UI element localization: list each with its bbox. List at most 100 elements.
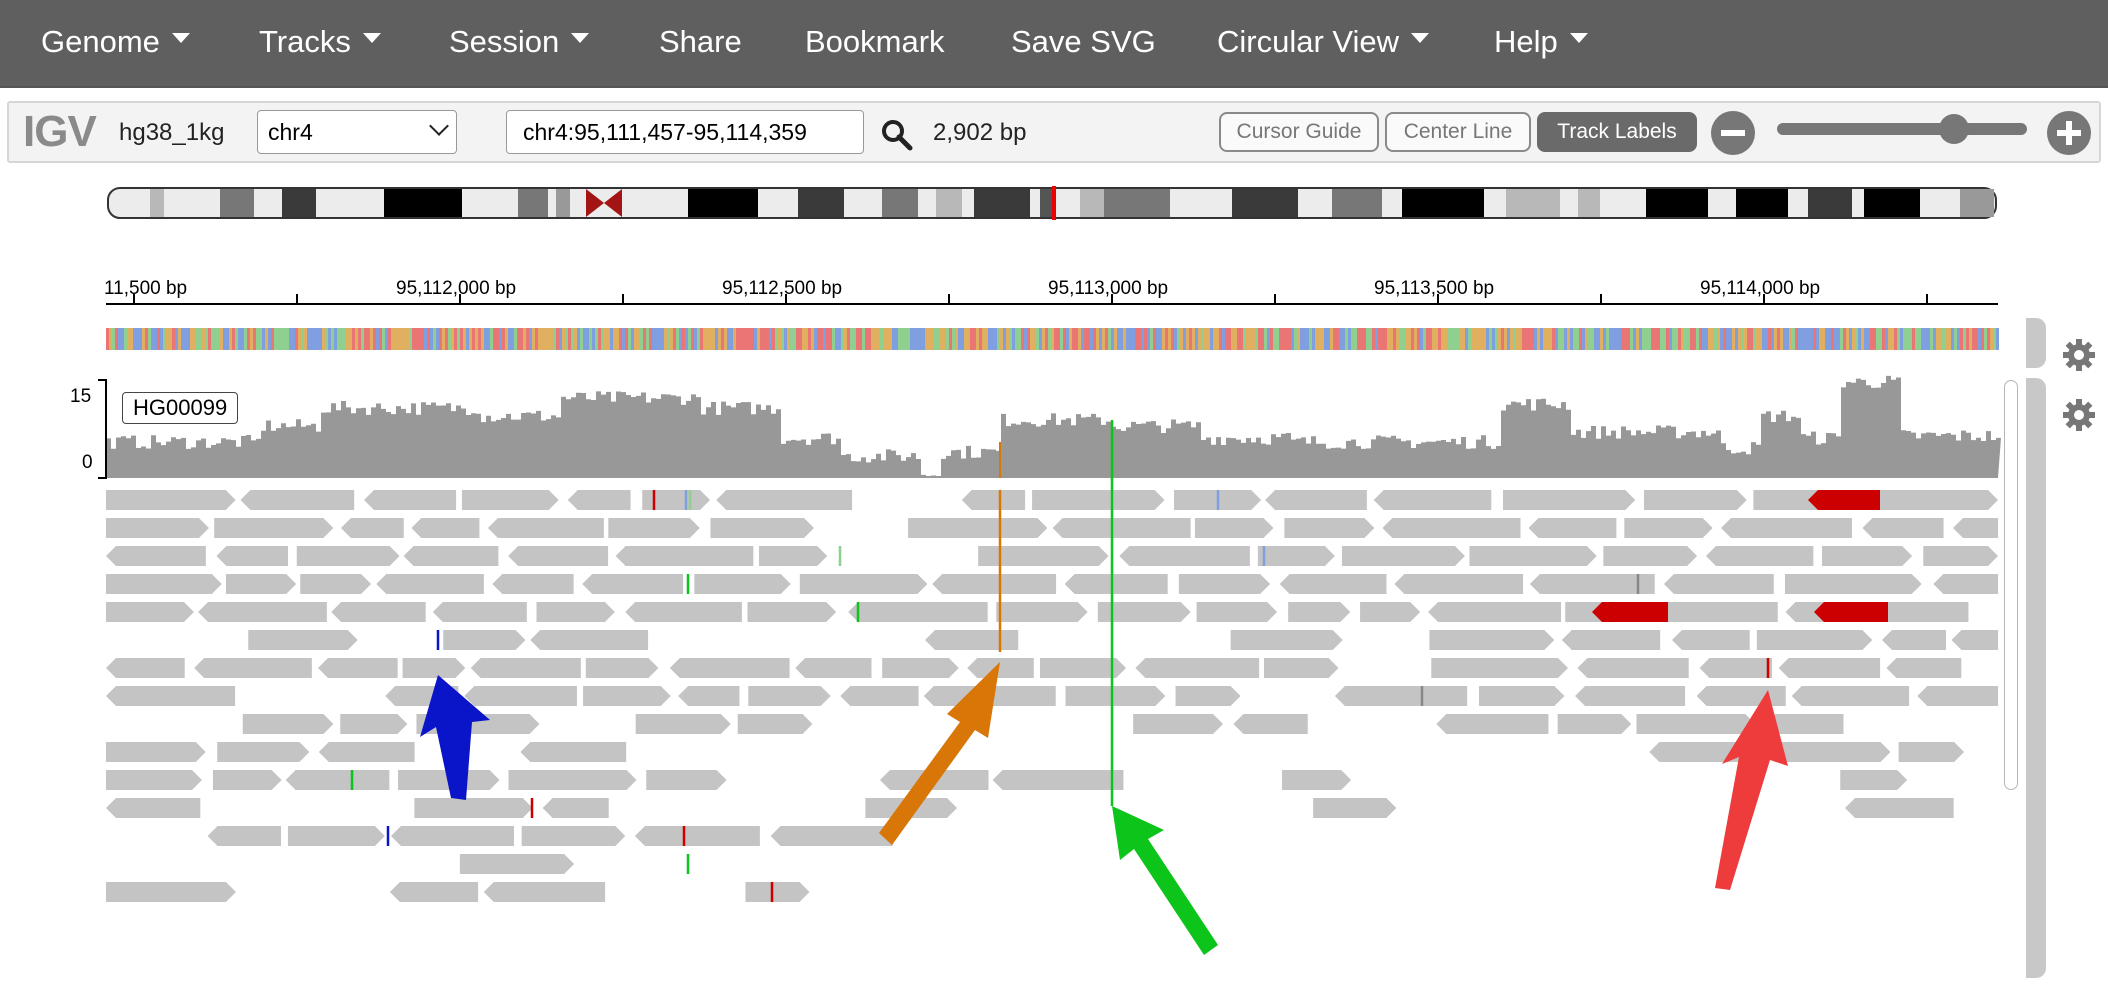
alignment-read — [340, 518, 404, 538]
alignment-read — [1282, 770, 1352, 790]
cytoband — [384, 189, 462, 217]
alignment-read — [1174, 490, 1262, 510]
alignment-read — [389, 882, 479, 902]
menu-save-svg[interactable]: Save SVG — [1011, 0, 1156, 86]
alignment-read — [737, 714, 813, 734]
alignment-read — [1575, 686, 1686, 706]
alignment-reads[interactable] — [106, 420, 1998, 902]
menu-bar: Genome Tracks Session Share Bookmark Sav… — [0, 0, 2108, 88]
alignment-read — [1194, 518, 1274, 538]
alignment-read — [1135, 658, 1260, 678]
locus-search-input[interactable]: chr4:95,111,457-95,114,359 — [506, 110, 864, 154]
alignment-read — [530, 630, 649, 650]
caret-down-icon — [571, 32, 590, 43]
alignment-read — [1696, 686, 1786, 706]
alignment-read — [795, 658, 872, 678]
alignment-read — [1775, 742, 1891, 762]
menu-help[interactable]: Help — [1494, 0, 1588, 86]
alignment-read — [1360, 602, 1421, 622]
alignment-track-gear-icon[interactable] — [2062, 398, 2096, 432]
alignment-read — [459, 854, 575, 874]
alignment-read — [1265, 490, 1367, 510]
ideogram-outline — [107, 187, 1997, 219]
ruler-tick-label: 95,112,500 bp — [722, 278, 842, 299]
cursor-guide-button[interactable]: Cursor Guide — [1219, 112, 1379, 152]
cytoband — [1402, 189, 1484, 217]
alignment-read — [1649, 742, 1766, 762]
zoom-in-icon[interactable] — [2047, 111, 2091, 155]
alignment-read — [1791, 686, 1910, 706]
alignment-read — [748, 686, 831, 706]
caret-down-icon — [362, 32, 381, 43]
alignment-read — [1257, 546, 1335, 566]
alignment-read — [1097, 602, 1191, 622]
alignment-read — [1428, 602, 1562, 622]
green-arrow — [1112, 806, 1218, 955]
chromosome-select[interactable]: chr4 — [257, 110, 457, 154]
zoom-slider[interactable] — [1777, 123, 2027, 135]
cytoband — [1736, 189, 1788, 217]
zoom-out-icon[interactable] — [1711, 111, 1755, 155]
genome-id[interactable]: hg38_1kg — [119, 119, 225, 146]
search-icon[interactable] — [880, 118, 914, 152]
alignment-read — [340, 714, 408, 734]
alignment-read — [1313, 798, 1397, 818]
alignment-read — [106, 658, 185, 678]
alignment-read — [1753, 490, 1868, 510]
alignment-read — [207, 826, 281, 846]
alignment-read — [1624, 518, 1713, 538]
coverage-max-label: 15 — [70, 386, 92, 407]
menu-session-label: Session — [449, 24, 560, 59]
alignment-read — [1382, 518, 1521, 538]
alignment-read — [1577, 658, 1689, 678]
menu-session[interactable]: Session — [449, 0, 590, 86]
alignment-read — [1233, 714, 1308, 734]
menu-save-svg-label: Save SVG — [1011, 24, 1156, 59]
alignment-read — [483, 882, 606, 902]
alignment-read — [1341, 546, 1465, 566]
alignment-read — [646, 770, 727, 790]
alignment-read — [416, 714, 540, 734]
alignment-read — [1133, 714, 1224, 734]
menu-bookmark[interactable]: Bookmark — [805, 0, 945, 86]
alignment-scroll-thumb[interactable] — [2004, 380, 2018, 790]
alignment-read — [879, 770, 989, 790]
alignment-read — [1394, 574, 1524, 594]
alignment-read — [961, 490, 1026, 510]
alignment-read — [1528, 518, 1617, 538]
alignment-read — [1646, 602, 1778, 622]
sequence-track-scrollbar[interactable] — [2026, 318, 2046, 368]
cytoband — [936, 189, 962, 217]
menu-circular-view[interactable]: Circular View — [1217, 0, 1430, 86]
alignment-read — [1279, 574, 1387, 594]
cytoband — [1332, 189, 1382, 217]
track-labels-button[interactable]: Track Labels — [1537, 112, 1697, 152]
menu-share[interactable]: Share — [659, 0, 742, 86]
menu-tracks-label: Tracks — [259, 24, 351, 59]
alignment-read — [403, 546, 499, 566]
orange-arrow — [879, 662, 1000, 845]
alignment-read — [567, 490, 631, 510]
alignment-read — [1840, 770, 1908, 790]
zoom-slider-handle[interactable] — [1939, 114, 1969, 144]
alignment-track-scrollbar[interactable] — [2026, 378, 2046, 978]
sequence-track-gear-icon[interactable] — [2062, 338, 2096, 372]
alignment-read — [106, 882, 236, 902]
alignment-read — [1822, 546, 1913, 566]
cytoband — [282, 189, 316, 217]
chromosome-ideogram[interactable] — [107, 186, 1997, 220]
alignment-read — [923, 686, 1056, 706]
centromere — [586, 189, 604, 217]
track-name-label: HG00099 — [122, 392, 239, 424]
alignment-read — [508, 546, 609, 566]
ruler-tick-label: 95,113,500 bp — [1374, 278, 1494, 299]
menu-genome[interactable]: Genome — [41, 0, 190, 86]
alignment-read — [1886, 658, 1962, 678]
alignment-read — [492, 574, 574, 594]
caret-down-icon — [1569, 32, 1588, 43]
alignment-read — [106, 742, 206, 762]
menu-tracks[interactable]: Tracks — [259, 0, 381, 86]
cytoband — [1104, 189, 1170, 217]
alignment-read — [608, 518, 700, 538]
center-line-button[interactable]: Center Line — [1385, 112, 1531, 152]
